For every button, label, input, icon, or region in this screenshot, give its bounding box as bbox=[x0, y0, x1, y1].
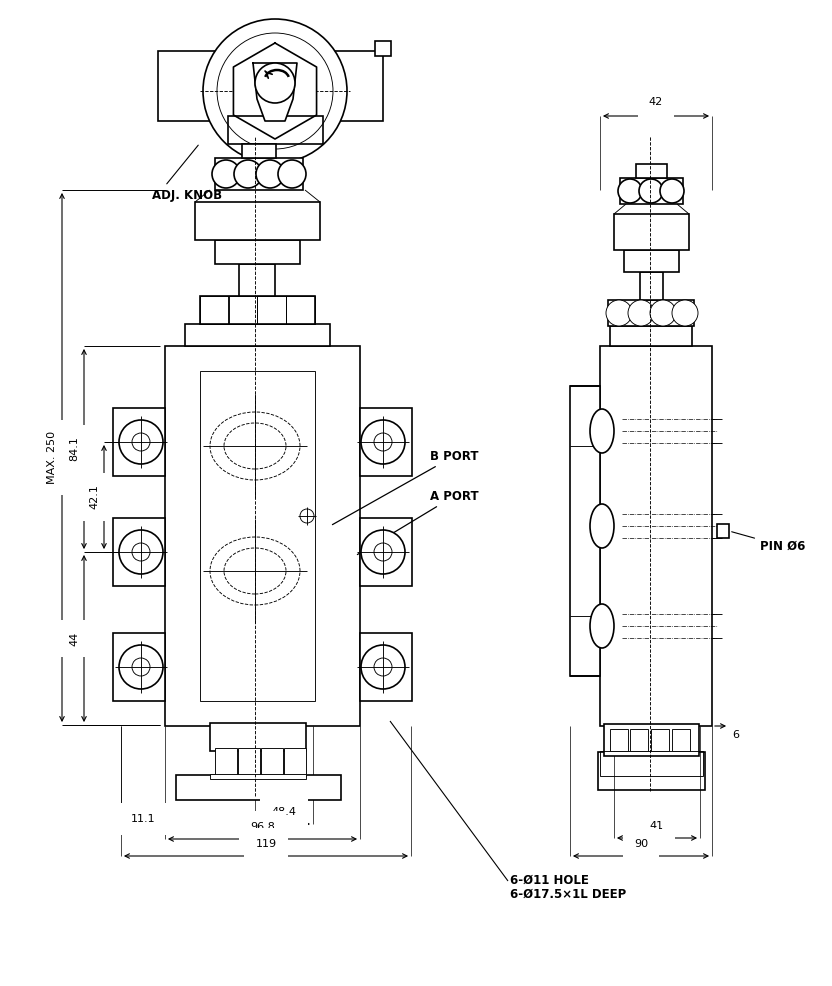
Bar bbox=[360, 408, 412, 476]
Bar bbox=[238, 748, 260, 776]
Bar bbox=[210, 723, 306, 751]
Circle shape bbox=[361, 420, 405, 464]
Ellipse shape bbox=[590, 604, 614, 648]
Text: MAX. 250: MAX. 250 bbox=[47, 431, 57, 484]
Bar bbox=[624, 250, 679, 272]
Ellipse shape bbox=[590, 504, 614, 548]
Bar bbox=[215, 748, 237, 776]
Bar bbox=[640, 272, 663, 300]
Circle shape bbox=[119, 530, 163, 574]
Circle shape bbox=[374, 543, 392, 561]
Bar bbox=[284, 748, 306, 776]
Bar bbox=[614, 214, 689, 250]
Bar bbox=[158, 51, 383, 121]
Text: ADJ. KNOB: ADJ. KNOB bbox=[152, 189, 222, 202]
Circle shape bbox=[628, 300, 654, 326]
Bar bbox=[185, 324, 330, 346]
Bar bbox=[360, 633, 412, 701]
Bar bbox=[610, 326, 692, 346]
Bar bbox=[600, 751, 703, 776]
Circle shape bbox=[119, 645, 163, 689]
Bar bbox=[360, 518, 412, 586]
Text: 6-Ø11 HOLE: 6-Ø11 HOLE bbox=[510, 874, 589, 887]
Ellipse shape bbox=[590, 409, 614, 453]
Circle shape bbox=[132, 543, 150, 561]
Bar bbox=[570, 386, 600, 676]
Bar bbox=[200, 296, 229, 324]
Bar bbox=[215, 158, 303, 190]
Bar bbox=[215, 240, 300, 264]
Bar bbox=[600, 346, 712, 726]
Bar bbox=[195, 202, 320, 240]
Circle shape bbox=[119, 420, 163, 464]
Text: 96.8: 96.8 bbox=[250, 822, 275, 832]
Bar bbox=[604, 724, 699, 756]
Bar bbox=[651, 729, 669, 751]
Circle shape bbox=[650, 300, 676, 326]
Circle shape bbox=[361, 645, 405, 689]
Bar bbox=[257, 296, 286, 324]
Bar bbox=[610, 729, 628, 751]
Bar bbox=[228, 296, 257, 324]
Bar bbox=[239, 264, 275, 296]
Text: 42: 42 bbox=[649, 97, 663, 107]
Circle shape bbox=[672, 300, 698, 326]
Bar bbox=[200, 296, 315, 324]
Text: 84.1: 84.1 bbox=[69, 437, 79, 461]
Bar bbox=[636, 164, 667, 178]
Text: 11.1: 11.1 bbox=[131, 814, 156, 824]
Circle shape bbox=[374, 658, 392, 676]
Bar bbox=[176, 775, 341, 800]
Bar bbox=[113, 518, 165, 586]
Circle shape bbox=[212, 160, 240, 188]
Circle shape bbox=[132, 658, 150, 676]
Bar bbox=[210, 774, 306, 779]
Bar bbox=[620, 178, 683, 204]
Bar bbox=[717, 524, 729, 538]
Bar bbox=[228, 116, 323, 144]
Circle shape bbox=[660, 179, 684, 203]
Bar bbox=[261, 748, 283, 776]
Circle shape bbox=[132, 433, 150, 451]
Bar bbox=[165, 346, 360, 726]
Circle shape bbox=[374, 433, 392, 451]
Circle shape bbox=[255, 63, 295, 103]
Circle shape bbox=[278, 160, 306, 188]
Bar bbox=[608, 300, 694, 326]
Bar bbox=[630, 729, 648, 751]
Bar bbox=[113, 633, 165, 701]
Text: 44: 44 bbox=[69, 631, 79, 646]
Text: PIN Ø6: PIN Ø6 bbox=[731, 531, 805, 552]
Text: 90: 90 bbox=[634, 839, 648, 849]
Bar bbox=[375, 41, 391, 56]
Bar bbox=[672, 729, 690, 751]
Circle shape bbox=[203, 19, 347, 163]
Bar bbox=[242, 144, 276, 158]
Bar bbox=[598, 752, 705, 790]
Circle shape bbox=[618, 179, 642, 203]
Text: 41: 41 bbox=[650, 821, 664, 831]
Text: 6-Ø17.5×1L DEEP: 6-Ø17.5×1L DEEP bbox=[510, 888, 626, 901]
Circle shape bbox=[639, 179, 663, 203]
Circle shape bbox=[256, 160, 284, 188]
Circle shape bbox=[234, 160, 262, 188]
Text: 6: 6 bbox=[732, 730, 739, 740]
Text: 42.1: 42.1 bbox=[89, 484, 99, 510]
Text: 48.4: 48.4 bbox=[271, 807, 296, 817]
Polygon shape bbox=[234, 43, 316, 139]
Text: 119: 119 bbox=[255, 839, 276, 849]
Circle shape bbox=[361, 530, 405, 574]
Text: B PORT: B PORT bbox=[333, 450, 478, 525]
Circle shape bbox=[606, 300, 632, 326]
Bar bbox=[286, 296, 315, 324]
Polygon shape bbox=[253, 63, 297, 121]
Text: A PORT: A PORT bbox=[358, 489, 478, 554]
Bar bbox=[200, 371, 315, 701]
Bar bbox=[113, 408, 165, 476]
